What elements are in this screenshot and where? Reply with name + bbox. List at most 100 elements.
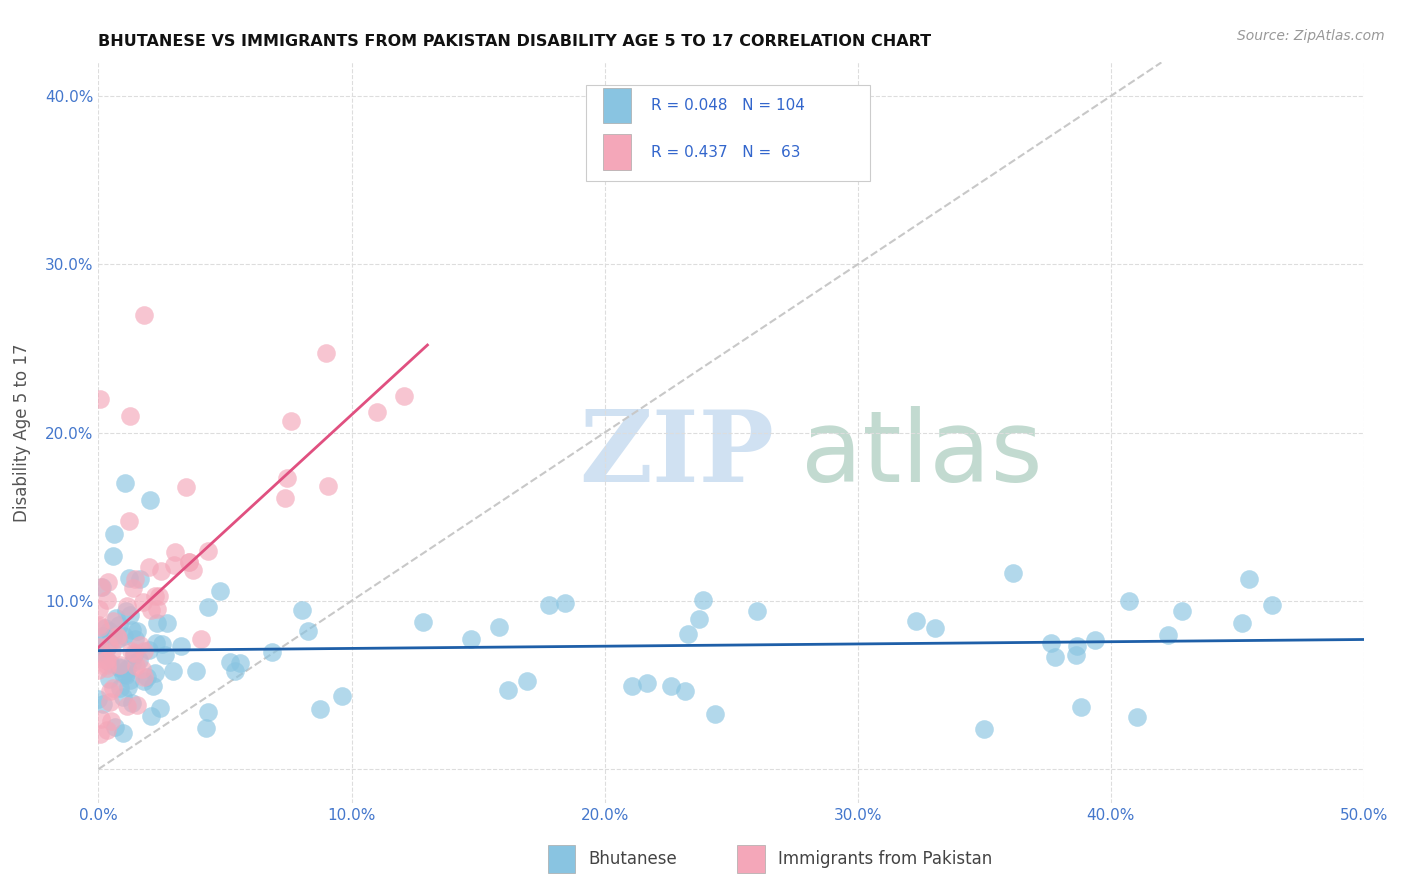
- Point: [122, 646, 145, 660]
- Text: BHUTANESE VS IMMIGRANTS FROM PAKISTAN DISABILITY AGE 5 TO 17 CORRELATION CHART: BHUTANESE VS IMMIGRANTS FROM PAKISTAN DI…: [98, 34, 932, 49]
- Point: [101, 681, 124, 696]
- Point: [692, 593, 714, 607]
- Point: [117, 680, 139, 694]
- Point: [659, 679, 682, 693]
- Point: [412, 615, 434, 629]
- Point: [124, 632, 146, 646]
- Point: [89, 602, 111, 616]
- Point: [309, 702, 332, 716]
- Point: [98, 684, 121, 698]
- Point: [197, 544, 219, 558]
- Point: [115, 666, 138, 681]
- FancyBboxPatch shape: [603, 87, 631, 123]
- Point: [197, 599, 219, 614]
- Point: [297, 624, 319, 639]
- Point: [90, 647, 112, 661]
- Point: [190, 632, 212, 647]
- Point: [136, 670, 159, 684]
- Point: [108, 658, 131, 673]
- Point: [177, 555, 200, 569]
- Point: [273, 491, 295, 505]
- Point: [105, 629, 128, 643]
- Point: [112, 726, 135, 740]
- Point: [156, 616, 179, 631]
- Point: [673, 684, 696, 698]
- Text: Bhutanese: Bhutanese: [588, 850, 676, 868]
- Point: [118, 571, 141, 585]
- Point: [111, 666, 134, 681]
- Point: [177, 555, 200, 569]
- Point: [107, 631, 129, 645]
- Point: [1043, 649, 1066, 664]
- Point: [127, 698, 149, 713]
- Point: [129, 638, 152, 652]
- Point: [163, 544, 186, 558]
- Point: [262, 645, 284, 659]
- Point: [1118, 593, 1140, 607]
- Point: [315, 345, 337, 359]
- Point: [90, 580, 112, 594]
- Point: [1064, 648, 1087, 663]
- Point: [121, 624, 143, 638]
- Point: [139, 492, 162, 507]
- Point: [143, 589, 166, 603]
- Point: [747, 604, 769, 618]
- Point: [488, 620, 510, 634]
- Point: [98, 638, 121, 652]
- Point: [316, 479, 339, 493]
- Point: [90, 712, 112, 726]
- Point: [89, 638, 111, 652]
- Point: [636, 676, 658, 690]
- Point: [120, 673, 142, 687]
- Point: [115, 698, 138, 713]
- Point: [145, 635, 167, 649]
- Point: [87, 663, 110, 677]
- FancyBboxPatch shape: [737, 845, 765, 873]
- Point: [392, 389, 415, 403]
- Point: [138, 559, 160, 574]
- Point: [121, 656, 143, 670]
- Point: [554, 597, 576, 611]
- Point: [181, 562, 204, 576]
- Point: [125, 658, 148, 673]
- Point: [115, 662, 138, 676]
- Point: [115, 599, 138, 614]
- Point: [1070, 700, 1092, 714]
- Point: [101, 629, 124, 643]
- Point: [91, 580, 114, 594]
- Point: [131, 662, 153, 676]
- Point: [1066, 640, 1088, 654]
- Point: [139, 709, 162, 723]
- Point: [89, 619, 111, 633]
- Point: [107, 632, 129, 647]
- Point: [195, 722, 218, 736]
- Point: [276, 471, 298, 485]
- Point: [129, 572, 152, 586]
- Text: Source: ZipAtlas.com: Source: ZipAtlas.com: [1237, 29, 1385, 43]
- Point: [103, 526, 125, 541]
- Point: [150, 637, 173, 651]
- Point: [146, 602, 169, 616]
- Point: [117, 514, 139, 528]
- Point: [143, 666, 166, 681]
- Point: [97, 672, 120, 686]
- Point: [132, 670, 155, 684]
- Point: [94, 621, 117, 635]
- Point: [138, 643, 160, 657]
- Point: [89, 392, 111, 406]
- Point: [703, 707, 725, 722]
- Point: [96, 723, 118, 738]
- Point: [197, 705, 219, 719]
- Point: [122, 648, 145, 662]
- Point: [91, 697, 114, 711]
- Point: [101, 549, 124, 564]
- Point: [104, 720, 127, 734]
- Point: [98, 657, 121, 671]
- Point: [89, 727, 111, 741]
- Point: [87, 618, 110, 632]
- Point: [1232, 616, 1254, 631]
- Point: [132, 308, 155, 322]
- Text: R = 0.048   N = 104: R = 0.048 N = 104: [651, 98, 806, 113]
- Point: [330, 690, 353, 704]
- Point: [96, 658, 118, 673]
